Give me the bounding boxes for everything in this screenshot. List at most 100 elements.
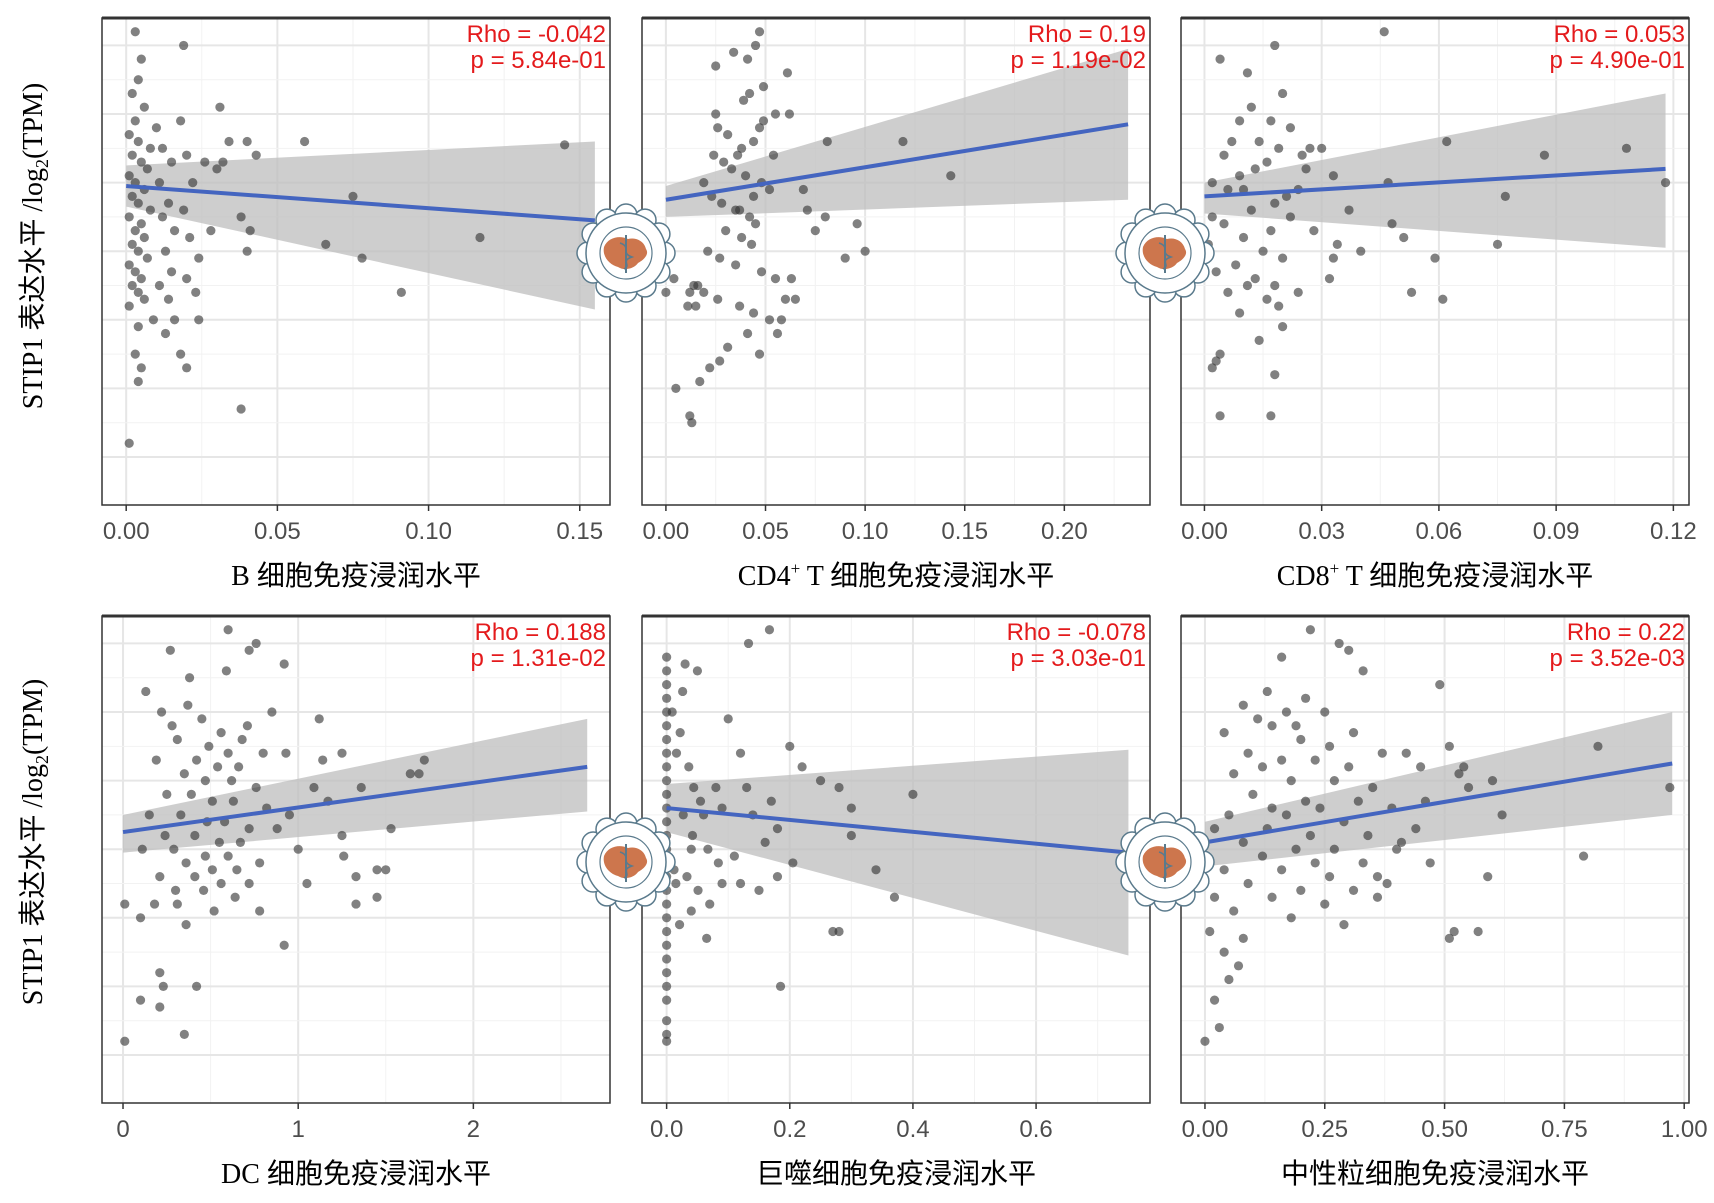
- data-point: [351, 872, 361, 882]
- data-point: [1238, 184, 1249, 195]
- data-point: [190, 872, 200, 882]
- data-point: [717, 803, 727, 813]
- svg-text:STIP1 表达水平 /log2(TPM): STIP1 表达水平 /log2(TPM): [17, 83, 52, 409]
- data-point: [1215, 411, 1225, 421]
- x-axis-label-main: CD4: [738, 561, 791, 592]
- x-tick-label: 0.4: [896, 1116, 929, 1143]
- data-point: [133, 136, 143, 147]
- data-point: [662, 762, 672, 772]
- data-point: [154, 280, 165, 291]
- x-axis-label: CD4+ T 细胞免疫浸润水平: [738, 559, 1055, 592]
- chinese-medical-association-seal-icon: [1115, 812, 1215, 912]
- data-point: [662, 817, 672, 827]
- data-point: [145, 143, 155, 153]
- data-point: [662, 1036, 672, 1046]
- data-point: [1267, 803, 1277, 813]
- data-point: [889, 892, 900, 902]
- data-point: [1209, 892, 1220, 902]
- data-point: [302, 878, 312, 889]
- data-point: [702, 933, 712, 943]
- data-point: [1250, 164, 1260, 174]
- data-point: [182, 274, 192, 284]
- data-point: [1286, 913, 1296, 923]
- data-point: [396, 287, 406, 297]
- data-point: [748, 136, 759, 147]
- data-point: [1483, 872, 1493, 882]
- data-point: [846, 803, 856, 813]
- data-point: [1270, 280, 1280, 291]
- data-point: [169, 844, 179, 854]
- data-point: [139, 102, 149, 112]
- data-point: [1238, 837, 1248, 847]
- x-tick-label: 0.09: [1533, 518, 1580, 545]
- data-point: [251, 150, 261, 160]
- data-point: [846, 830, 856, 841]
- data-point: [1224, 974, 1234, 985]
- data-point: [169, 315, 180, 325]
- data-point: [279, 940, 289, 950]
- data-point: [766, 796, 776, 806]
- data-point: [213, 762, 223, 772]
- data-point: [713, 123, 723, 133]
- data-point: [1392, 844, 1402, 854]
- data-point: [230, 892, 240, 902]
- data-point: [754, 885, 764, 895]
- data-point: [678, 810, 688, 820]
- data-point: [135, 995, 146, 1005]
- data-point: [1305, 625, 1315, 635]
- data-point: [810, 226, 820, 236]
- data-point: [255, 906, 265, 916]
- data-point: [166, 157, 177, 167]
- data-point: [337, 830, 347, 841]
- data-point: [705, 363, 715, 373]
- data-point: [1324, 741, 1335, 751]
- data-point: [337, 748, 347, 758]
- data-point: [693, 280, 703, 291]
- data-point: [1660, 178, 1671, 188]
- data-point: [234, 762, 244, 772]
- data-point: [1406, 287, 1417, 297]
- data-point: [1231, 260, 1241, 270]
- data-point: [214, 837, 224, 847]
- data-point: [216, 728, 226, 738]
- data-point: [737, 232, 747, 243]
- data-point: [149, 899, 160, 909]
- data-point: [419, 755, 429, 765]
- data-point: [1665, 782, 1675, 793]
- data-point: [1211, 356, 1221, 366]
- data-point: [124, 212, 134, 222]
- data-point: [1229, 769, 1239, 779]
- data-point: [1396, 837, 1407, 847]
- data-point: [162, 789, 172, 799]
- data-point: [1356, 246, 1366, 256]
- scatter-panel-2: Rho = 0.19p = 1.19e-02 0.00 0.05 0.10 0.15 0.…: [641, 16, 1151, 592]
- data-point: [834, 926, 844, 937]
- x-tick-label: 0.6: [1019, 1116, 1052, 1143]
- data-point: [1344, 205, 1354, 215]
- data-point: [1262, 157, 1272, 167]
- x-tick-label: 0.05: [254, 518, 301, 545]
- data-point: [1401, 748, 1411, 758]
- data-point: [1274, 143, 1284, 153]
- x-tick-label: 0.03: [1298, 518, 1345, 545]
- data-point: [216, 878, 226, 889]
- data-point: [1209, 995, 1220, 1005]
- data-point: [1281, 191, 1292, 201]
- data-point: [181, 858, 191, 868]
- data-point: [1235, 171, 1245, 181]
- data-point: [1317, 143, 1327, 153]
- data-point: [279, 659, 289, 669]
- data-point: [709, 150, 719, 160]
- data-point: [662, 748, 672, 758]
- data-point: [1305, 830, 1315, 841]
- data-point: [1382, 878, 1392, 889]
- data-point: [160, 246, 171, 256]
- data-point: [130, 226, 140, 236]
- data-point: [703, 844, 713, 854]
- data-point: [1209, 824, 1220, 834]
- regression-line: [666, 806, 1129, 855]
- data-point: [339, 851, 349, 861]
- data-point: [186, 789, 196, 799]
- data-point: [1286, 776, 1296, 786]
